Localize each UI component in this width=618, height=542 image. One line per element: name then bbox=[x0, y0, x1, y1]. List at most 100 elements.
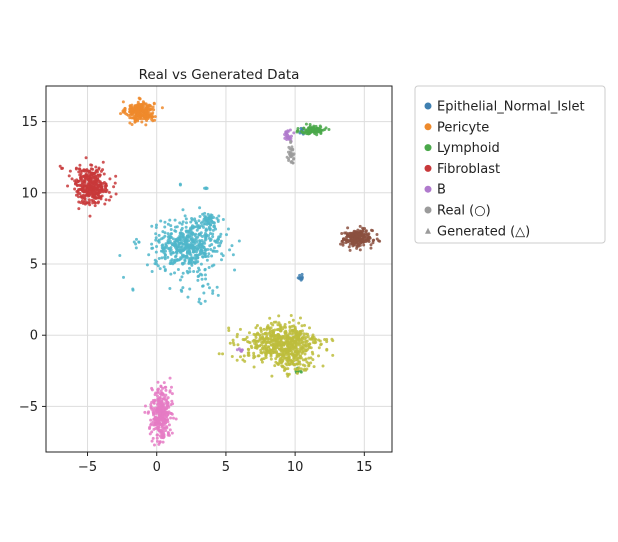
scatter-point-series-3 bbox=[77, 207, 81, 211]
scatter-point-series-1 bbox=[149, 112, 153, 116]
scatter-point-series-8 bbox=[183, 214, 187, 218]
scatter-point-series-8 bbox=[199, 272, 203, 276]
scatter-point-series-9 bbox=[235, 332, 239, 336]
scatter-point-series-8 bbox=[192, 270, 196, 274]
scatter-point-series-5 bbox=[290, 152, 294, 156]
scatter-point-series-8 bbox=[218, 244, 222, 248]
scatter-point-series-9 bbox=[275, 361, 279, 365]
scatter-point-series-10 bbox=[157, 419, 161, 423]
scatter-point-series-9 bbox=[252, 354, 256, 358]
scatter-point-series-4 bbox=[283, 132, 287, 136]
scatter-point-series-7 bbox=[363, 232, 367, 236]
scatter-point-series-9 bbox=[302, 332, 306, 336]
x-tick-label: 5 bbox=[222, 460, 230, 475]
scatter-point-series-9 bbox=[313, 341, 317, 345]
scatter-point-series-8 bbox=[206, 221, 210, 224]
scatter-point-series-8 bbox=[174, 229, 178, 233]
scatter-point-series-3 bbox=[96, 178, 100, 182]
scatter-point-series-8 bbox=[171, 237, 175, 241]
scatter-point-series-8 bbox=[160, 244, 164, 248]
scatter-point-series-8 bbox=[195, 244, 199, 248]
scatter-point-series-3 bbox=[97, 167, 101, 171]
scatter-point-series-10 bbox=[160, 423, 164, 427]
scatter-point-series-1 bbox=[151, 105, 155, 109]
scatter-point-series-10 bbox=[169, 385, 173, 389]
scatter-point-series-8 bbox=[211, 235, 215, 239]
scatter-point-series-1 bbox=[145, 105, 149, 109]
scatter-point-series-3 bbox=[96, 196, 100, 200]
x-tick-label: 15 bbox=[356, 460, 373, 475]
scatter-point-series-9 bbox=[269, 357, 273, 361]
scatter-point-series-8 bbox=[193, 219, 197, 223]
scatter-point-series-3 bbox=[75, 178, 79, 182]
legend-label: B bbox=[437, 183, 446, 198]
scatter-point-series-9 bbox=[293, 327, 297, 331]
scatter-point-series-8 bbox=[183, 246, 187, 250]
scatter-point-series-3 bbox=[77, 195, 81, 199]
scatter-point-series-9 bbox=[306, 335, 310, 339]
scatter-point-series-9 bbox=[261, 340, 265, 344]
scatter-point-series-9 bbox=[302, 368, 306, 372]
scatter-point-series-9 bbox=[296, 367, 300, 371]
scatter-point-series-8 bbox=[215, 216, 219, 220]
scatter-point-series-5 bbox=[292, 157, 296, 161]
scatter-point-series-9 bbox=[325, 340, 329, 344]
scatter-point-series-3 bbox=[83, 189, 87, 193]
scatter-point-series-8 bbox=[189, 220, 193, 224]
scatter-point-series-8 bbox=[154, 238, 158, 242]
legend-box bbox=[414, 85, 606, 244]
scatter-point-series-3 bbox=[82, 169, 86, 173]
scatter-point-series-8 bbox=[197, 219, 201, 223]
scatter-point-series-10 bbox=[158, 441, 162, 445]
scatter-point-series-7 bbox=[369, 246, 373, 250]
plot-frame bbox=[45, 85, 393, 453]
scatter-point-series-3 bbox=[93, 177, 97, 181]
scatter-point-series-10 bbox=[168, 428, 172, 432]
scatter-point-series-2 bbox=[323, 127, 327, 131]
scatter-point-series-10 bbox=[164, 429, 168, 433]
scatter-point-series-8 bbox=[169, 227, 173, 231]
scatter-point-series-8 bbox=[196, 278, 200, 282]
scatter-point-series-1 bbox=[119, 112, 123, 116]
y-tick-label: 10 bbox=[21, 186, 38, 201]
scatter-point-series-10 bbox=[161, 440, 165, 444]
scatter-point-series-9 bbox=[323, 337, 327, 341]
scatter-point-series-10 bbox=[156, 425, 160, 429]
scatter-point-series-8 bbox=[157, 257, 161, 261]
y-tick-label: 5 bbox=[30, 258, 38, 273]
scatter-point-series-8 bbox=[202, 222, 206, 226]
scatter-point-series-10 bbox=[174, 417, 178, 421]
scatter-point-series-9 bbox=[298, 362, 302, 366]
scatter-point-series-8 bbox=[216, 219, 220, 223]
scatter-point-series-9 bbox=[299, 367, 303, 371]
x-tick-label: 0 bbox=[153, 460, 161, 475]
scatter-point-series-10 bbox=[155, 436, 159, 440]
scatter-point-series-8 bbox=[179, 228, 183, 232]
legend-marker bbox=[424, 123, 432, 131]
scatter-point-series-8 bbox=[181, 208, 185, 212]
scatter-point-series-8 bbox=[192, 225, 196, 229]
scatter-point-series-9 bbox=[295, 337, 299, 341]
scatter-point-series-10 bbox=[153, 419, 157, 423]
scatter-point-series-9 bbox=[278, 347, 282, 351]
scatter-point-series-8 bbox=[202, 217, 206, 221]
scatter-point-series-9 bbox=[297, 337, 301, 341]
scatter-point-series-8 bbox=[215, 238, 219, 242]
scatter-point-series-4 bbox=[239, 349, 243, 353]
scatter-point-series-9 bbox=[266, 337, 270, 341]
scatter-point-series-8 bbox=[188, 266, 192, 270]
y-tick-label: 0 bbox=[30, 329, 38, 344]
scatter-point-series-1 bbox=[143, 114, 147, 118]
scatter-point-series-9 bbox=[227, 326, 231, 330]
scatter-point-series-2 bbox=[308, 123, 312, 127]
scatter-point-series-3 bbox=[67, 174, 71, 178]
scatter-point-series-8 bbox=[163, 231, 167, 235]
scatter-point-series-9 bbox=[283, 323, 287, 327]
scatter-point-series-8 bbox=[204, 235, 208, 239]
scatter-point-series-3 bbox=[90, 190, 94, 194]
scatter-point-series-9 bbox=[286, 373, 290, 377]
scatter-point-series-8 bbox=[215, 249, 219, 253]
legend-label: Lymphoid bbox=[437, 141, 500, 156]
x-tick-label: −5 bbox=[78, 460, 97, 475]
scatter-point-series-8 bbox=[198, 239, 202, 243]
